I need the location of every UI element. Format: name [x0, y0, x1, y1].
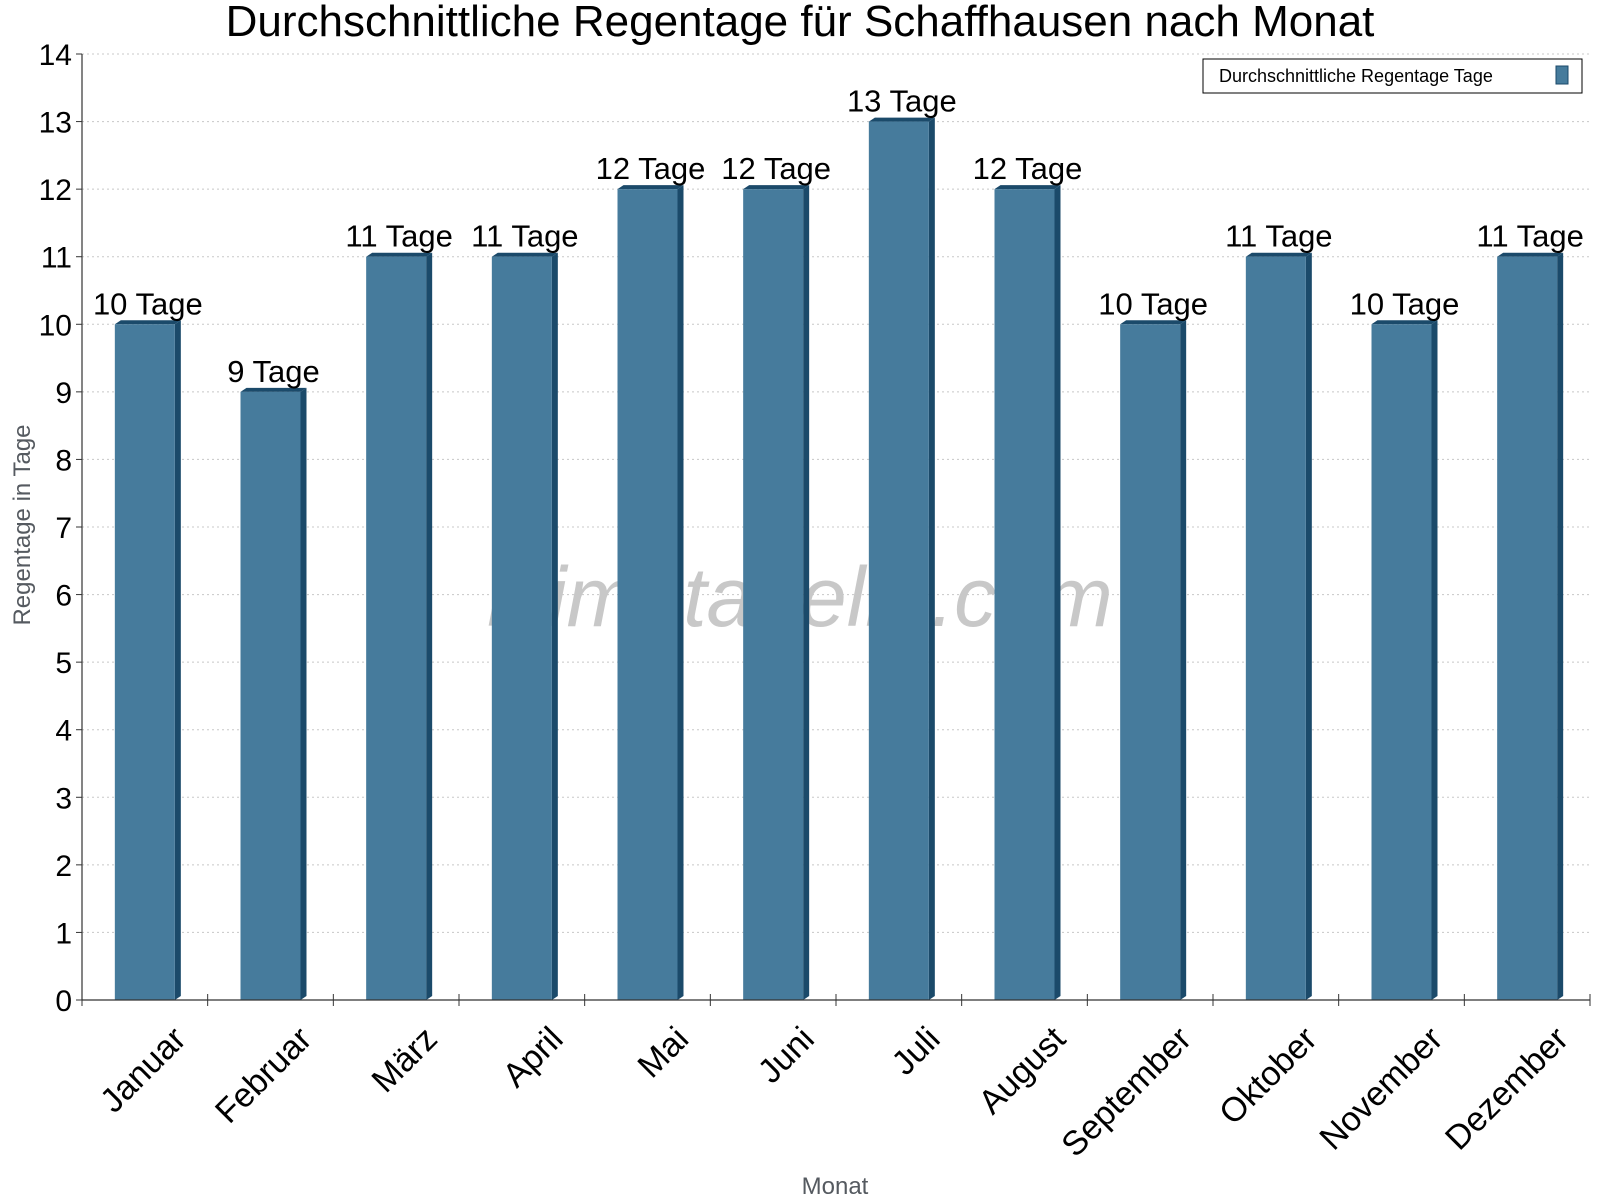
x-tick-label: August: [971, 1019, 1073, 1121]
x-tick-label: Dezember: [1438, 1020, 1576, 1158]
bar-front: [1371, 324, 1432, 1000]
x-tick-label: Februar: [208, 1020, 319, 1131]
y-tick-label: 5: [55, 647, 72, 680]
data-label: 10 Tage: [1098, 286, 1208, 321]
y-tick-label: 8: [55, 444, 72, 477]
y-tick-label: 11: [41, 242, 72, 275]
data-label: 12 Tage: [721, 151, 831, 186]
bar-top: [743, 185, 810, 190]
bar-12: [1497, 252, 1564, 1000]
bar-11: [1371, 320, 1438, 1000]
data-label: 9 Tage: [227, 354, 320, 389]
y-tick-label: 6: [55, 580, 72, 613]
bar-side: [426, 252, 433, 1000]
bar-10: [1245, 252, 1312, 1000]
x-tick-label: März: [364, 1020, 444, 1100]
bar-front: [240, 391, 301, 1000]
y-tick-label: 9: [55, 377, 72, 410]
bar-top: [994, 185, 1061, 190]
bar-side: [1557, 252, 1564, 1000]
y-tick-label: 13: [39, 107, 72, 140]
x-tick-label: Oktober: [1212, 1020, 1324, 1132]
y-tick-label: 4: [55, 715, 72, 748]
bar-front: [617, 189, 678, 1001]
data-label: 11 Tage: [1476, 219, 1583, 254]
grid: [82, 53, 1590, 933]
bar-front: [491, 256, 552, 1000]
bar-2: [240, 387, 307, 1000]
bar-front: [1245, 256, 1306, 1000]
x-tick-label: November: [1312, 1020, 1450, 1158]
y-tick-label: 10: [39, 309, 72, 342]
bar-front: [743, 189, 804, 1001]
bar-top: [240, 387, 307, 392]
bar-front: [1497, 256, 1558, 1000]
x-tick-label: Mai: [631, 1020, 697, 1086]
data-label: 11 Tage: [1225, 219, 1332, 254]
bar-4: [491, 252, 558, 1000]
x-axis-label: Monat: [802, 1173, 869, 1200]
bar-top: [868, 117, 935, 122]
bar-5: [617, 185, 684, 1001]
bar-top: [1497, 252, 1564, 257]
legend-swatch: [1555, 65, 1569, 85]
y-tick-label: 0: [55, 985, 72, 1018]
legend-label: Durchschnittliche Regentage Tage: [1219, 66, 1493, 86]
x-tick-label: Januar: [93, 1020, 193, 1120]
y-tick-label: 2: [55, 850, 72, 883]
legend-box: [1202, 58, 1583, 94]
bar-side: [1431, 320, 1438, 1000]
bar-front: [114, 324, 175, 1000]
data-label: 10 Tage: [93, 286, 203, 321]
bar-top: [114, 320, 181, 325]
x-tick-label: April: [495, 1020, 570, 1095]
chart-title: Durchschnittliche Regentage für Schaffha…: [226, 0, 1375, 46]
bar-8: [994, 185, 1061, 1001]
bar-7: [868, 117, 935, 1001]
legend: Durchschnittliche Regentage Tage: [1202, 58, 1583, 94]
bar-side: [1305, 252, 1312, 1000]
data-label: 12 Tage: [973, 151, 1083, 186]
data-label: 13 Tage: [847, 84, 957, 119]
bar-top: [1120, 320, 1187, 325]
data-label: 12 Tage: [596, 151, 706, 186]
bar-side: [1180, 320, 1187, 1000]
bar-top: [617, 185, 684, 190]
bar-top: [491, 252, 558, 257]
y-tick-label: 7: [55, 512, 72, 545]
data-label: 11 Tage: [345, 219, 452, 254]
bar-front: [366, 256, 427, 1000]
bar-side: [551, 252, 558, 1000]
y-tick-label: 14: [39, 39, 72, 72]
x-tick-label: Juli: [885, 1020, 948, 1083]
bar-3: [366, 252, 433, 1000]
x-tick-label: Juni: [751, 1020, 822, 1091]
bar-9: [1120, 320, 1187, 1000]
data-label: 10 Tage: [1350, 286, 1460, 321]
y-tick-label: 1: [55, 917, 72, 950]
bar-side: [1054, 185, 1061, 1001]
bar-front: [1120, 324, 1181, 1000]
bar-top: [1245, 252, 1312, 257]
bar-side: [174, 320, 181, 1000]
bar-side: [677, 185, 684, 1001]
data-label: 11 Tage: [471, 219, 578, 254]
bar-front: [868, 121, 929, 1001]
x-tick-label: September: [1054, 1020, 1198, 1164]
bar-side: [928, 117, 935, 1001]
y-tick-label: 12: [39, 174, 72, 207]
bars: 10 Tage 9 Tage 11 Tage 11 Tage 12 Tage 12 Tag…: [93, 84, 1584, 1001]
y-tick-label: 3: [55, 782, 72, 815]
bar-front: [994, 189, 1055, 1001]
bar-top: [1371, 320, 1438, 325]
bar-6: [743, 185, 810, 1001]
bar-side: [300, 387, 307, 1000]
bar-top: [366, 252, 433, 257]
bar-1: [114, 320, 181, 1000]
bar-side: [803, 185, 810, 1001]
y-axis-label: Regentage in Tage: [9, 424, 36, 625]
